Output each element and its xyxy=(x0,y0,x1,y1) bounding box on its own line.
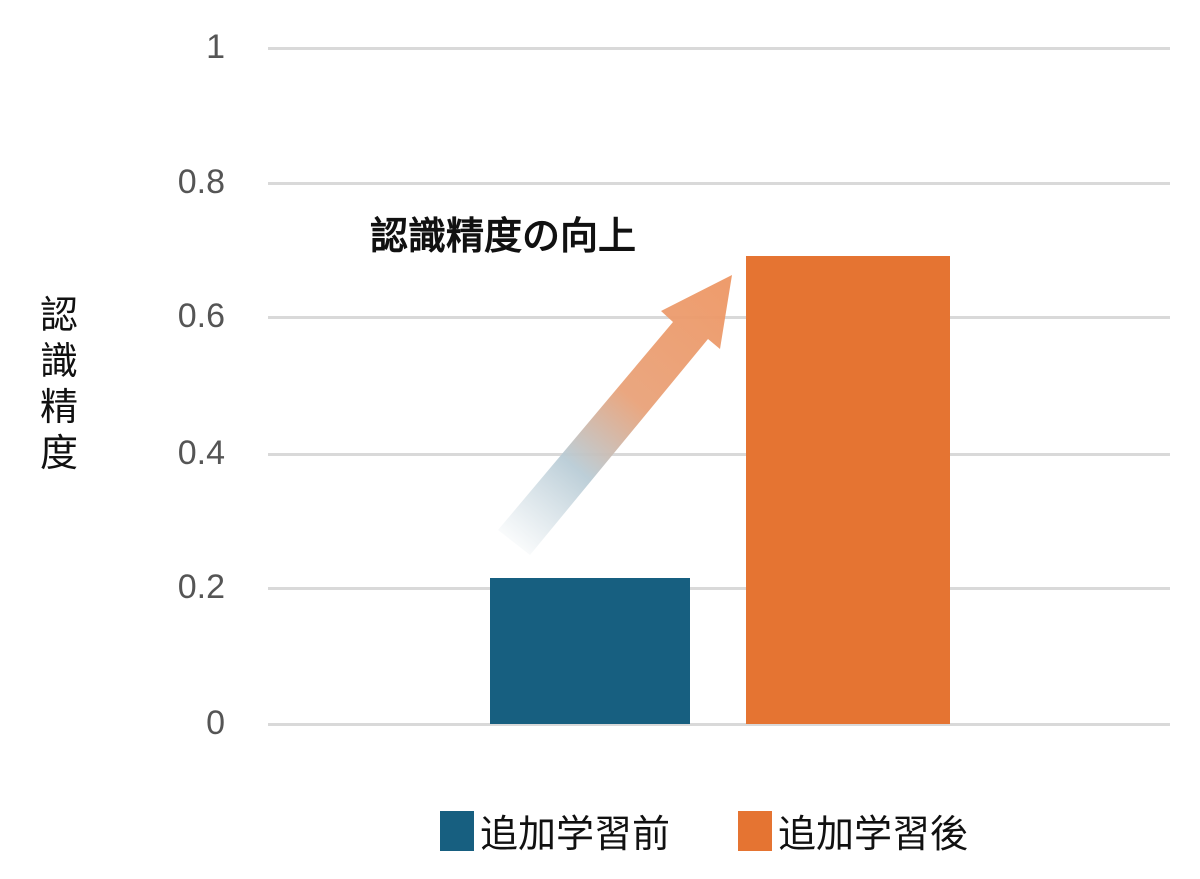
bar-after-training xyxy=(746,256,950,724)
legend-swatch-icon xyxy=(738,810,773,851)
gridline-0-2 xyxy=(268,587,1170,590)
y-tick-1: 1 xyxy=(206,28,225,66)
gridline-0 xyxy=(268,723,1170,726)
y-tick-0-6: 0.6 xyxy=(177,297,225,335)
y-axis-label-char: 度 xyxy=(39,431,78,475)
gridline-0-8 xyxy=(268,182,1170,185)
gridline-0-4 xyxy=(268,453,1170,456)
annotation-label: 認識精度の向上 xyxy=(370,214,637,258)
y-tick-0-8: 0.8 xyxy=(177,163,225,201)
legend-label: 追加学習前 xyxy=(480,812,671,856)
y-tick-0-4: 0.4 xyxy=(177,434,225,472)
legend-item-after: 追加学習後 xyxy=(738,803,968,858)
y-tick-0: 0 xyxy=(206,704,225,742)
legend-swatch-icon xyxy=(440,810,474,851)
legend-label: 追加学習後 xyxy=(778,812,969,856)
y-axis-label-char: 識 xyxy=(39,339,78,383)
legend-item-before: 追加学習前 xyxy=(440,803,670,858)
bar-before-training xyxy=(490,578,690,724)
y-axis-label: 認 識 精 度 xyxy=(34,292,84,476)
legend: 追加学習前 追加学習後 xyxy=(440,803,1036,858)
y-tick-0-2: 0.2 xyxy=(177,568,225,606)
gridline-1 xyxy=(268,47,1170,50)
y-axis-label-char: 認 xyxy=(39,293,78,337)
y-axis-label-char: 精 xyxy=(39,385,78,429)
